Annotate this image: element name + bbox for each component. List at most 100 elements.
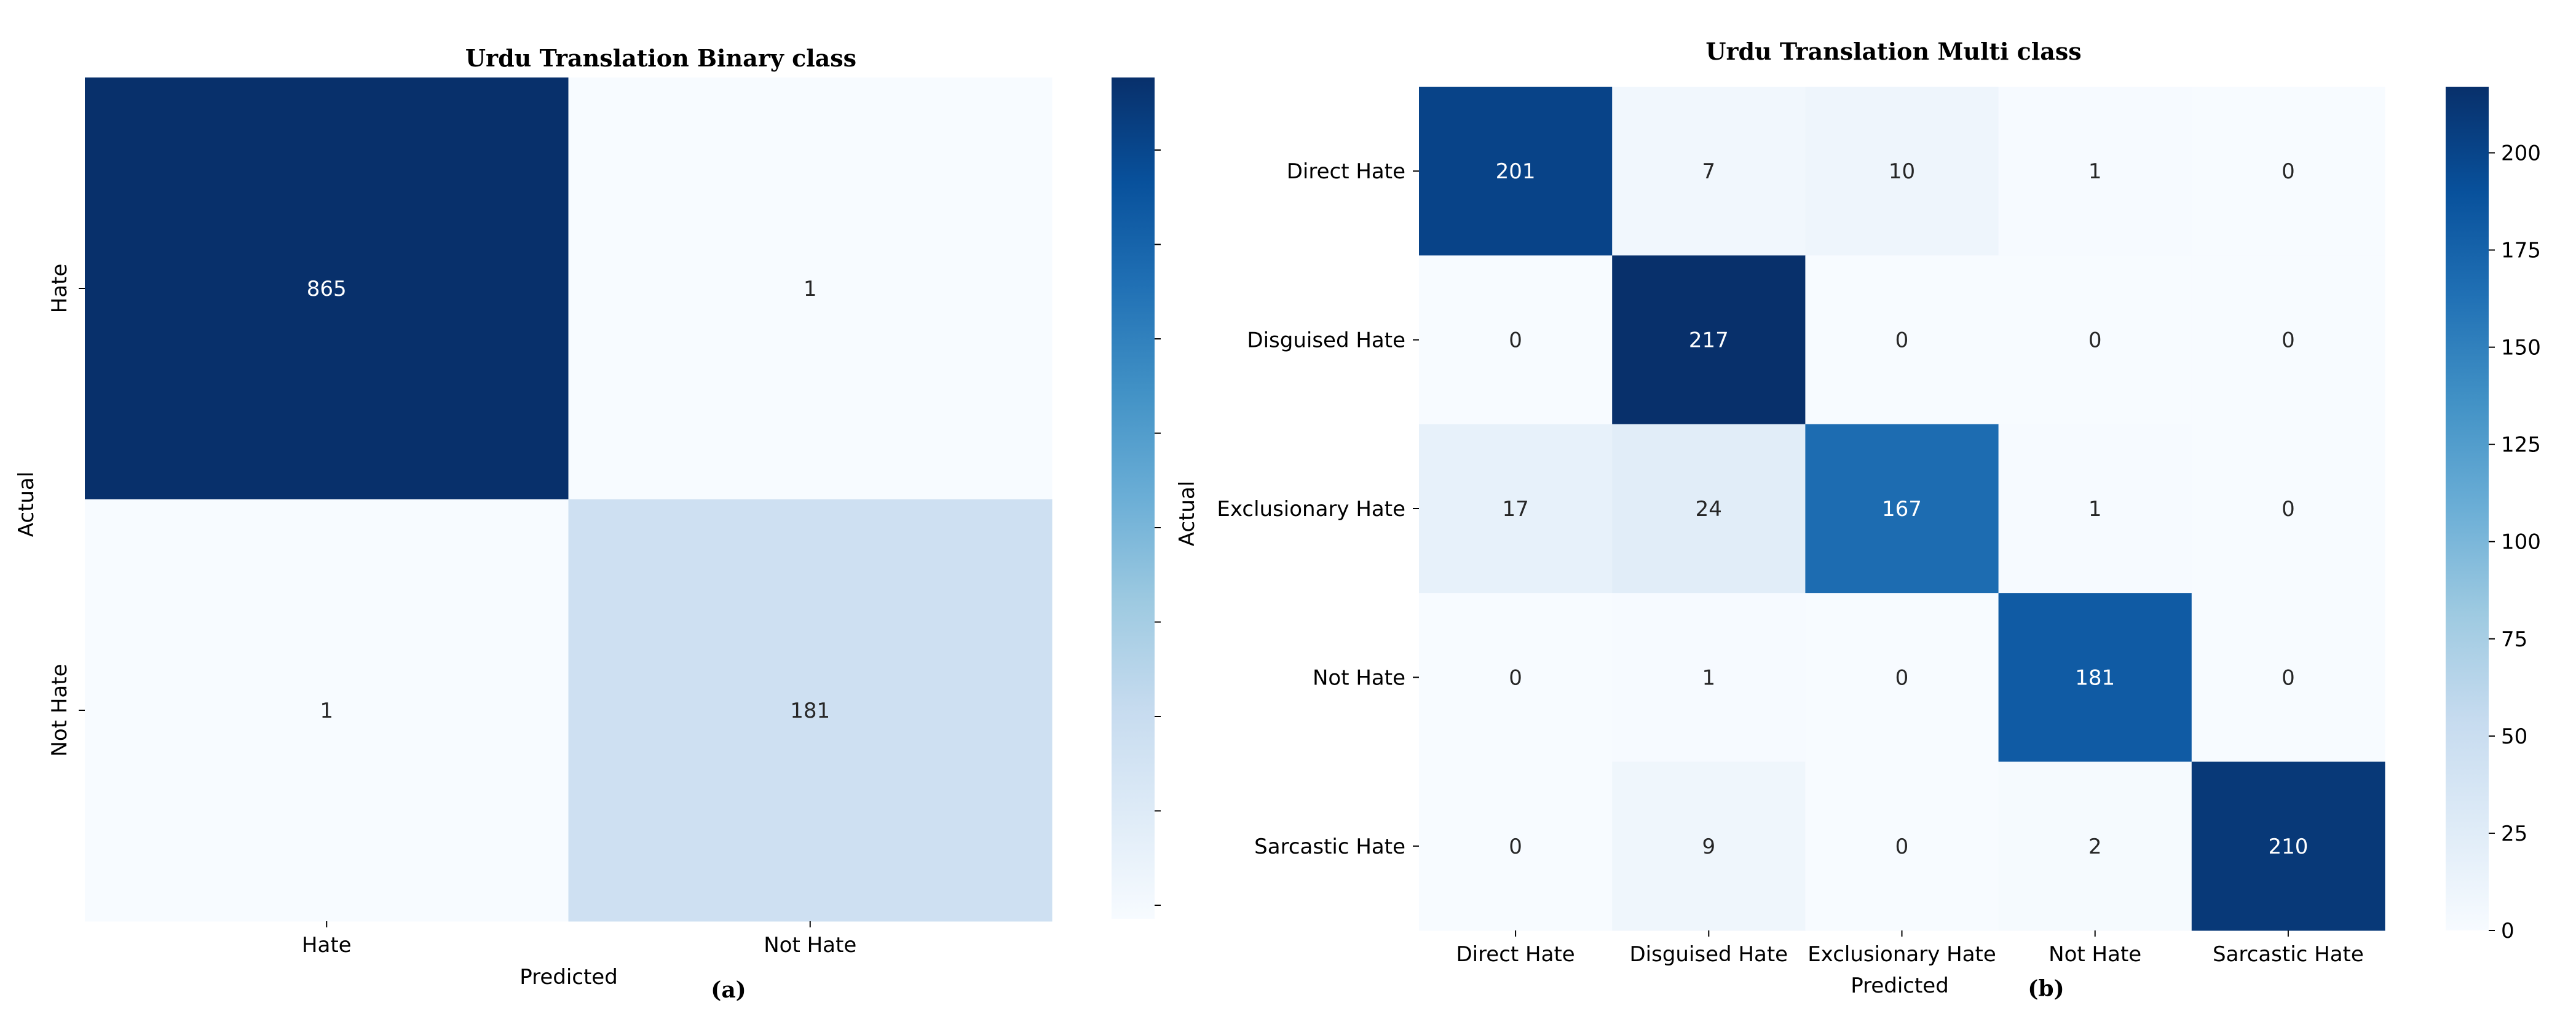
binary-cells: 865 1 1 181	[85, 77, 1053, 922]
binary-colorbar-gradient	[1112, 77, 1155, 919]
multi-colorbar-tick-label: 50	[2501, 724, 2527, 749]
binary-y-tick-labels: Hate Not Hate	[47, 264, 85, 757]
multi-cell-value: 10	[1889, 159, 1915, 184]
binary-cell-value: 865	[307, 277, 347, 301]
multi-y-tick-label: Not Hate	[1313, 665, 1405, 690]
multi-chart-title: Urdu Translation Multi class	[1705, 38, 2081, 65]
multi-cell-value: 1	[2088, 159, 2102, 184]
binary-cell-value: 1	[320, 699, 333, 723]
multi-cell-value: 1	[1702, 665, 1715, 690]
multi-cell-value: 1	[2088, 497, 2102, 521]
multi-colorbar-gradient	[2446, 87, 2489, 930]
multi-cell-value: 9	[1702, 835, 1715, 859]
binary-chart-title: Urdu Translation Binary class	[465, 44, 856, 72]
multi-cell-value: 0	[1895, 835, 1909, 859]
multi-x-tick-label: Direct Hate	[1456, 942, 1574, 967]
multi-cell-value: 24	[1696, 497, 1722, 521]
multi-cell	[1419, 87, 1613, 256]
binary-y-axis-label: Actual	[14, 472, 39, 537]
multi-y-axis-label: Actual	[1175, 481, 1199, 547]
multi-cell	[1419, 424, 1613, 593]
multi-cell-value: 0	[2088, 328, 2102, 353]
multi-cell	[1612, 761, 1806, 931]
binary-x-tick-label: Hate	[302, 933, 352, 958]
multi-colorbar-tick-label: 100	[2501, 530, 2541, 555]
multi-y-tick-label: Sarcastic Hate	[1254, 835, 1405, 859]
multi-cell	[1998, 593, 2192, 763]
binary-heatmap-panel: Urdu Translation Binary class 865 1 1 181 H…	[14, 44, 1161, 1003]
binary-colorbar	[1112, 77, 1161, 919]
multi-y-tick-label: Disguised Hate	[1247, 328, 1405, 353]
multi-cell	[1805, 593, 1999, 763]
multi-x-tick-label: Sarcastic Hate	[2213, 942, 2364, 967]
multi-cell	[1612, 424, 1806, 593]
binary-cell	[85, 77, 569, 500]
multi-cell	[1612, 87, 1806, 256]
multi-cell	[1612, 255, 1806, 425]
multi-cell-value: 0	[1895, 665, 1909, 690]
multi-y-tick-labels: Direct Hate Disguised Hate Exclusionary Ha…	[1217, 159, 1419, 859]
multi-cell-value: 0	[2282, 328, 2295, 353]
binary-cell	[568, 77, 1053, 500]
binary-x-axis-label: Predicted	[520, 965, 618, 989]
multi-cell-value: 7	[1702, 159, 1715, 184]
multi-cell-value: 0	[2282, 497, 2295, 521]
multi-colorbar-tick-label: 125	[2501, 433, 2541, 458]
multi-colorbar: 0 25 50 75 100 125 150 175 200	[2446, 87, 2541, 943]
multi-colorbar-tick-label: 150	[2501, 336, 2541, 360]
multi-cell-value: 181	[2075, 665, 2115, 690]
multi-cell-value: 0	[1509, 328, 1522, 353]
multi-cell	[1612, 593, 1806, 763]
multi-cell-value: 0	[1895, 328, 1909, 353]
multi-colorbar-tick-label: 200	[2501, 141, 2541, 165]
multi-cell-value: 0	[1509, 665, 1522, 690]
multi-colorbar-ticks: 0 25 50 75 100 125 150 175 200	[2489, 141, 2541, 943]
binary-cell	[568, 499, 1053, 922]
multi-colorbar-tick-label: 25	[2501, 822, 2527, 846]
binary-y-tick-label: Not Hate	[47, 664, 72, 756]
binary-caption: (a)	[711, 977, 746, 1003]
binary-cell-value: 1	[804, 277, 817, 301]
multi-cell-value: 217	[1689, 328, 1729, 353]
multi-cell-value: 210	[2268, 835, 2308, 859]
binary-x-tick-labels: Hate Not Hate	[302, 921, 856, 958]
multi-cell	[2191, 424, 2385, 593]
multi-cell	[1998, 761, 2192, 931]
binary-colorbar-ticks	[1155, 149, 1161, 906]
multi-cell-value: 0	[2282, 159, 2295, 184]
multi-cell	[1998, 424, 2192, 593]
multi-cell	[1805, 761, 1999, 931]
binary-x-tick-label: Not Hate	[764, 933, 856, 958]
multi-x-axis-label: Predicted	[1851, 973, 1949, 998]
multi-cell-value: 2	[2088, 835, 2102, 859]
multi-cell	[1805, 255, 1999, 425]
multi-cell	[1419, 255, 1613, 425]
multi-y-tick-label: Exclusionary Hate	[1217, 497, 1405, 521]
binary-cell	[85, 499, 569, 922]
multi-cell-value: 0	[1509, 835, 1522, 859]
multi-cell	[1998, 255, 2192, 425]
multi-cell	[1419, 761, 1613, 931]
multi-colorbar-tick-label: 175	[2501, 239, 2541, 263]
multi-cell-value: 17	[1502, 497, 1528, 521]
multi-cell	[1805, 87, 1999, 256]
multi-colorbar-tick-label: 75	[2501, 627, 2527, 652]
multi-colorbar-tick-label: 0	[2501, 919, 2515, 943]
multi-cell	[2191, 593, 2385, 763]
multi-cells: 201 7 10 1 00 217 0 0 017 24 167 1 00 1 0 181 00 9 0 2 210	[1419, 87, 2385, 931]
binary-y-tick-label: Hate	[47, 264, 72, 314]
multi-cell-value: 0	[2282, 665, 2295, 690]
multi-cell	[2191, 761, 2385, 931]
multi-y-tick-label: Direct Hate	[1287, 159, 1405, 184]
multi-cell	[2191, 255, 2385, 425]
multi-cell	[2191, 87, 2385, 256]
multi-cell	[1805, 424, 1999, 593]
binary-cell-value: 181	[790, 699, 830, 723]
multi-x-tick-label: Exclusionary Hate	[1808, 942, 1996, 967]
multi-cell-value: 201	[1496, 159, 1536, 184]
multi-heatmap-panel: Urdu Translation Multi class 201 7 10 1 00 21…	[1175, 38, 2541, 1002]
multi-cell	[1419, 593, 1613, 763]
multi-caption: (b)	[2028, 976, 2064, 1002]
multi-x-tick-labels: Direct Hate Disguised Hate Exclusionary Ha…	[1456, 930, 2364, 967]
